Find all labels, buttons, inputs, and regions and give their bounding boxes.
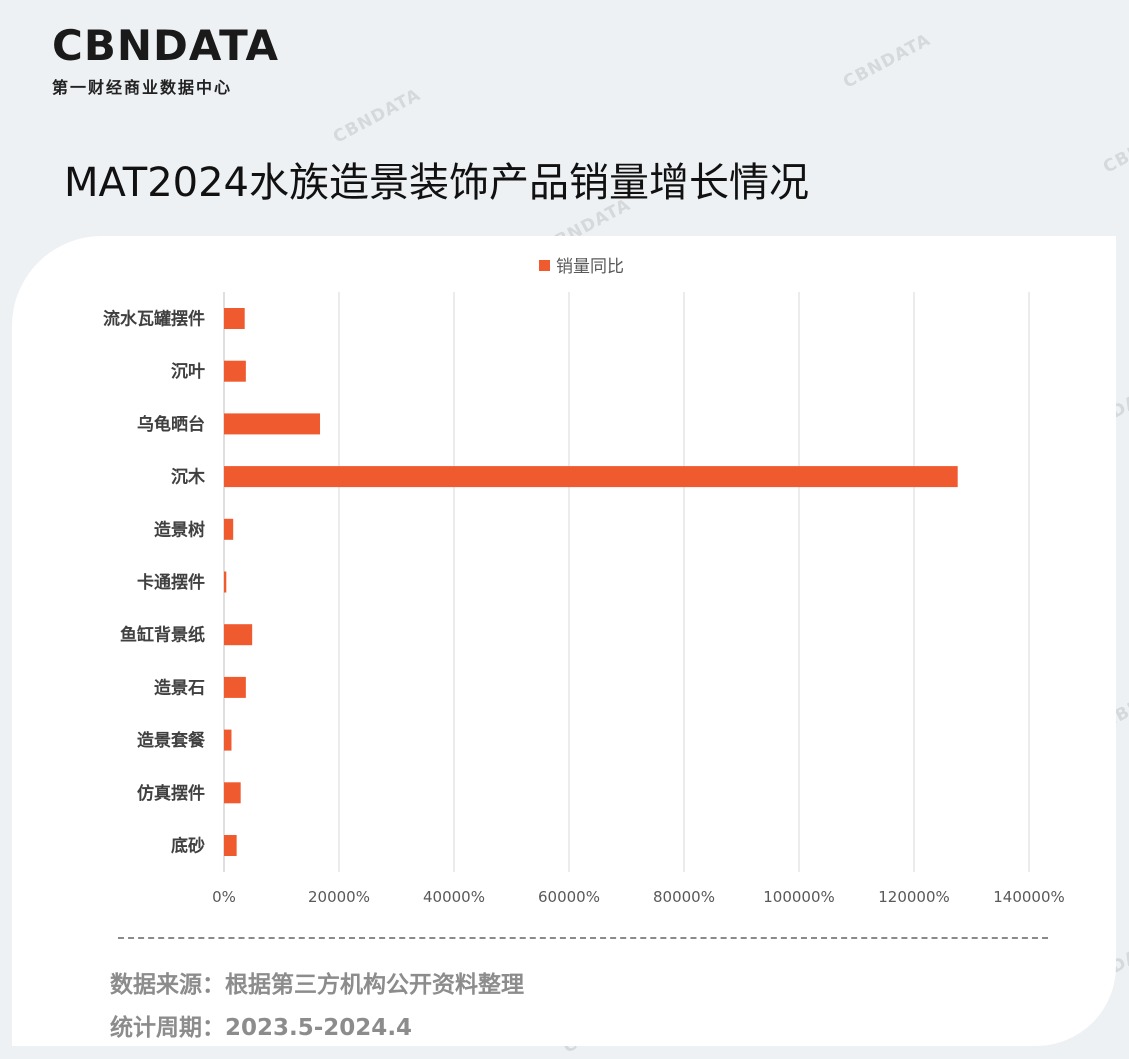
category-label: 流水瓦罐摆件	[103, 309, 205, 330]
category-label: 造景套餐	[137, 730, 206, 751]
bar	[224, 308, 245, 329]
category-label: 鱼缸背景纸	[120, 625, 205, 646]
legend-swatch	[539, 260, 550, 271]
x-tick-label: 0%	[212, 888, 236, 906]
x-tick-label: 40000%	[423, 888, 485, 906]
logo-subtitle: 第一财经商业数据中心	[52, 78, 233, 97]
x-tick-label: 60000%	[538, 888, 600, 906]
logo-mark: CBNDATA	[52, 21, 279, 70]
footer-divider	[118, 937, 1048, 939]
category-label: 沉叶	[171, 361, 205, 382]
bar	[224, 413, 321, 435]
bar	[224, 518, 234, 540]
category-label: 造景石	[154, 678, 205, 698]
bar	[224, 729, 232, 751]
x-tick-label: 120000%	[878, 888, 950, 906]
category-label: 底砂	[171, 836, 205, 857]
x-tick-label: 140000%	[993, 888, 1065, 906]
brand-logo: CBNDATA 第一财经商业数据中心	[52, 24, 279, 98]
period-note: 统计周期：2023.5-2024.4	[110, 1015, 413, 1041]
x-tick-label: 20000%	[308, 888, 370, 906]
bar	[224, 782, 241, 804]
x-tick-label: 80000%	[653, 888, 715, 906]
category-label: 造景树	[154, 520, 205, 540]
category-label: 卡通摆件	[137, 572, 205, 593]
bar	[224, 624, 253, 646]
bar	[224, 466, 958, 488]
bar	[224, 571, 227, 593]
chart-card	[12, 236, 1116, 1046]
page-title: MAT2024水族造景装饰产品销量增长情况	[64, 160, 809, 206]
category-label: 沉木	[171, 467, 206, 488]
bar	[224, 835, 237, 856]
x-tick-label: 100000%	[763, 888, 835, 906]
bar	[224, 676, 246, 698]
category-label: 仿真摆件	[137, 783, 205, 804]
category-label: 乌龟晒台	[137, 414, 205, 435]
bar	[224, 360, 246, 382]
data-source-note: 数据来源：根据第三方机构公开资料整理	[110, 972, 524, 998]
legend-label: 销量同比	[556, 257, 624, 277]
